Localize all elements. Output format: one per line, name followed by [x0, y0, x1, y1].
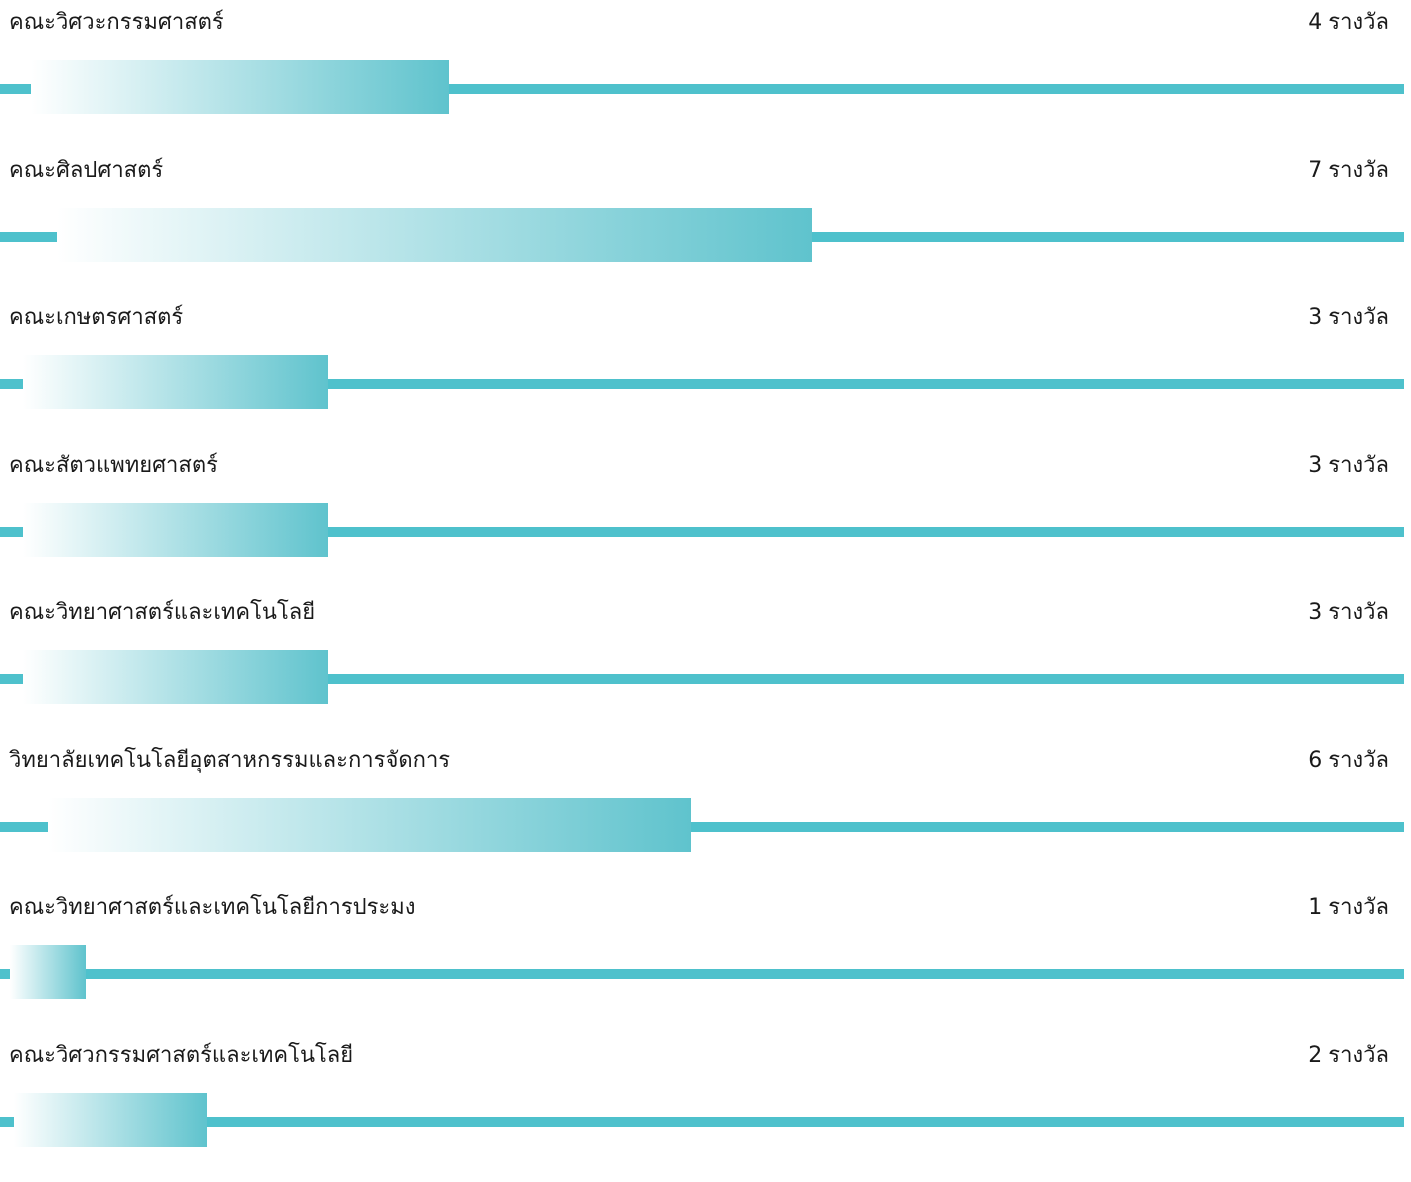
- value-number: 2: [1308, 1042, 1323, 1068]
- value-label: 3 รางวัล: [1308, 303, 1389, 333]
- bar: [22, 502, 328, 557]
- bar-track-line: [0, 526, 1404, 537]
- chart-row: คณะสัตวแพทยศาสตร์ 3 รางวัล: [0, 445, 1411, 592]
- category-label: คณะวิทยาศาสตร์และเทคโนโลยีการประมง: [9, 895, 416, 920]
- bar: [14, 1092, 207, 1147]
- bar-track-line: [0, 379, 1404, 389]
- bar: [56, 207, 812, 262]
- bar-track-line: [0, 84, 1404, 94]
- value-unit: รางวัล: [1328, 10, 1389, 35]
- chart-row: คณะวิศวะกรรมศาสตร์ 4 รางวัล: [0, 2, 1411, 149]
- value-label: 2 รางวัล: [1308, 1041, 1389, 1071]
- bar: [48, 797, 691, 852]
- bar-track-line: [0, 821, 1404, 832]
- category-label: คณะศิลปศาสตร์: [9, 157, 164, 183]
- value-unit: รางวัล: [1328, 452, 1389, 478]
- value-label: 3 รางวัล: [1308, 451, 1389, 481]
- bar: [22, 355, 328, 409]
- chart-row: คณะศิลปศาสตร์ 7 รางวัล: [0, 150, 1411, 297]
- bar: [22, 650, 328, 704]
- value-number: 3: [1308, 600, 1323, 625]
- value-number: 4: [1308, 10, 1323, 35]
- category-label: คณะเกษตรศาสตร์: [9, 305, 184, 330]
- bar-track-line: [0, 969, 1404, 979]
- value-number: 7: [1308, 157, 1323, 183]
- category-label: วิทยาลัยเทคโนโลยีอุตสาหกรรมและการจัดการ: [9, 747, 451, 773]
- value-label: 6 รางวัล: [1308, 746, 1389, 776]
- category-label: คณะวิศวะกรรมศาสตร์: [9, 10, 224, 35]
- value-unit: รางวัล: [1328, 747, 1389, 773]
- chart-row: คณะวิทยาศาสตร์และเทคโนโลยี 3 รางวัล: [0, 592, 1411, 739]
- chart-row: วิทยาลัยเทคโนโลยีอุตสาหกรรมและการจัดการ 6…: [0, 740, 1411, 887]
- category-label: คณะสัตวแพทยศาสตร์: [9, 452, 218, 478]
- awards-bar-chart: คณะวิศวะกรรมศาสตร์ 4 รางวัล คณะศิลปศาสตร์ 7 ร…: [0, 2, 1411, 1147]
- chart-row: คณะเกษตรศาสตร์ 3 รางวัล: [0, 297, 1411, 444]
- value-label: 1 รางวัล: [1308, 893, 1389, 923]
- value-number: 3: [1308, 452, 1323, 478]
- value-label: 3 รางวัล: [1308, 598, 1389, 628]
- bar-track-line: [0, 1116, 1404, 1127]
- value-label: 7 รางวัล: [1308, 156, 1389, 186]
- chart-row: คณะวิทยาศาสตร์และเทคโนโลยีการประมง 1 รางวั…: [0, 887, 1411, 1034]
- bar: [10, 945, 86, 999]
- value-unit: รางวัล: [1328, 305, 1389, 330]
- value-unit: รางวัล: [1328, 600, 1389, 625]
- bar: [31, 60, 449, 114]
- value-number: 6: [1308, 747, 1323, 773]
- value-label: 4 รางวัล: [1308, 8, 1389, 38]
- value-number: 3: [1308, 305, 1323, 330]
- value-unit: รางวัล: [1328, 895, 1389, 920]
- chart-row: คณะวิศวกรรมศาสตร์และเทคโนโลยี 2 รางวัล: [0, 1035, 1411, 1182]
- category-label: คณะวิทยาศาสตร์และเทคโนโลยี: [9, 600, 316, 625]
- category-label: คณะวิศวกรรมศาสตร์และเทคโนโลยี: [9, 1042, 354, 1068]
- value-unit: รางวัล: [1328, 157, 1389, 183]
- value-unit: รางวัล: [1328, 1042, 1389, 1068]
- value-number: 1: [1308, 895, 1323, 920]
- bar-track-line: [0, 674, 1404, 684]
